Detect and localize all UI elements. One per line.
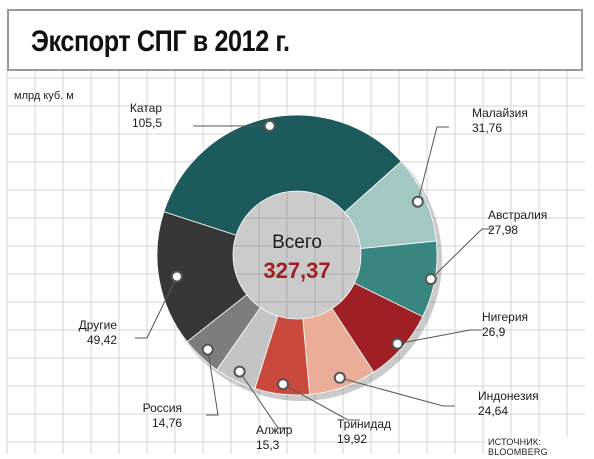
leader-line — [397, 329, 482, 345]
leader-line — [206, 349, 219, 416]
slice-label: Нигерия — [482, 310, 528, 324]
slice-marker — [411, 195, 424, 208]
chart-title: Экспорт СПГ в 2012 г. — [31, 25, 290, 58]
leader-line — [239, 371, 290, 429]
slice-value: 49,42 — [87, 333, 117, 347]
center-total: 327,37 — [263, 258, 330, 283]
slice-marker — [170, 270, 183, 283]
slice-marker — [424, 273, 437, 286]
slice-value: 27,98 — [488, 223, 518, 237]
slice-value: 31,76 — [472, 121, 502, 135]
leader-line — [417, 126, 449, 202]
slice-marker — [333, 371, 346, 384]
slice-value: 24,64 — [478, 404, 508, 418]
leader-line — [339, 377, 455, 407]
slice-label: Индонезия — [478, 389, 539, 403]
slice-value: 105,5 — [132, 116, 162, 130]
leader-line — [135, 276, 178, 339]
donut-slices — [156, 114, 442, 401]
center-label: Всего — [272, 232, 322, 253]
source-label: ИСТОЧНИК: BLOOMBERG — [486, 437, 594, 457]
leader-line — [282, 383, 360, 421]
slice-label: Катар — [130, 101, 162, 115]
slice-label: Малайзия — [472, 106, 528, 120]
slice-marker — [277, 378, 289, 391]
slice-label: Австралия — [488, 208, 547, 222]
slice-label: Алжир — [256, 423, 293, 437]
slice-label: Тринидад — [337, 417, 391, 431]
slice-value: 15,3 — [256, 438, 280, 452]
slice-value: 19,92 — [337, 432, 367, 446]
slice-marker — [391, 337, 404, 350]
slice-value: 26,9 — [482, 325, 506, 339]
slice-marker — [233, 365, 246, 378]
donut-slice — [163, 114, 402, 236]
title-box: Экспорт СПГ в 2012 г. — [7, 9, 583, 71]
leader-line — [430, 228, 494, 280]
slice-label: Другие — [79, 318, 118, 332]
slice-label: Россия — [143, 401, 182, 415]
slice-marker — [201, 343, 214, 356]
unit-label: млрд куб. м — [14, 90, 74, 102]
slice-value: 14,76 — [152, 416, 182, 430]
donut-center: Всего 327,37 — [263, 232, 330, 283]
donut-slice — [156, 211, 248, 343]
slice-callouts: Катар105,5Малайзия31,76Австралия27,98Ниг… — [79, 101, 548, 452]
slice-marker — [263, 119, 276, 132]
